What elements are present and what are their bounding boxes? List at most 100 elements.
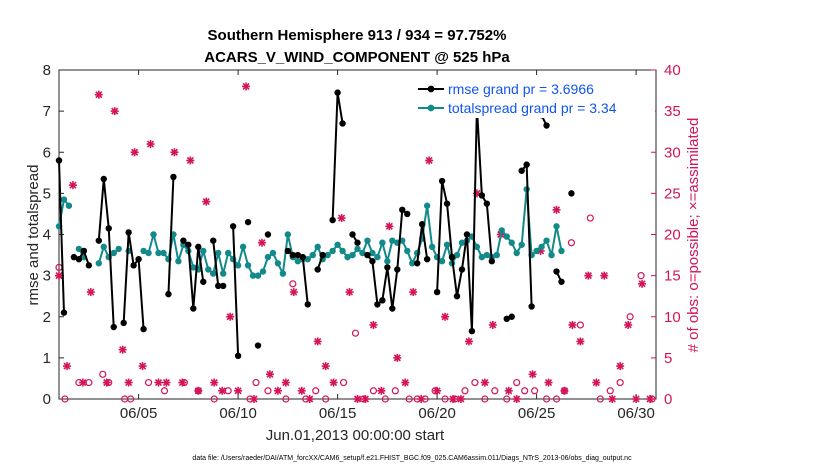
obs-assimilated-marker <box>257 238 266 247</box>
obs-possible-marker <box>481 395 489 403</box>
totalspread-point <box>423 202 431 209</box>
obs-possible-marker <box>567 239 576 247</box>
obs-assimilated-marker <box>646 395 655 403</box>
totalspread-point <box>115 245 122 253</box>
totalspread-point <box>269 249 277 257</box>
rmse-point <box>518 167 525 174</box>
obs-possible-marker <box>471 378 479 387</box>
obs-assimilated-marker <box>369 320 378 329</box>
rmse-point <box>170 173 177 181</box>
y-tick-label: 4 <box>43 227 51 244</box>
rmse-point <box>294 251 301 259</box>
rmse-point <box>264 231 272 238</box>
obs-assimilated-stroke <box>417 395 425 403</box>
rmse-point <box>374 301 381 308</box>
totalspread-point <box>259 268 267 275</box>
totalspread-point <box>438 258 446 265</box>
obs-assimilated-stroke <box>433 387 441 395</box>
obs-assimilated-marker <box>102 378 111 387</box>
obs-possible-marker <box>289 280 297 288</box>
legend-spread-label: totalspread grand pr = 3.34 <box>448 100 617 116</box>
totalspread-point <box>508 239 515 246</box>
rmse-point <box>210 237 217 244</box>
obs-assimilated-marker <box>162 378 171 387</box>
y-tick-label: 7 <box>43 103 51 120</box>
plot-area <box>58 69 657 400</box>
obs-possible-marker <box>61 395 69 403</box>
totalspread-point <box>339 247 346 255</box>
totalspread-point <box>110 249 117 257</box>
obs-possible-marker <box>626 313 634 321</box>
obs-assimilated-stroke <box>544 378 553 387</box>
obs-assimilated-marker <box>417 395 426 403</box>
rmse-point <box>394 266 401 273</box>
obs-assimilated-stroke <box>111 107 119 115</box>
obs-possible-marker <box>252 378 260 387</box>
totalspread-point <box>150 231 157 238</box>
obs-assimilated-stroke <box>449 395 457 403</box>
legend: rmse grand pr = 3.6966 totalspread grand… <box>415 78 655 118</box>
rmse-point <box>543 122 550 129</box>
obs-assimilated-stroke <box>210 378 218 387</box>
totalspread-point <box>483 251 491 259</box>
obs-assimilated-marker <box>329 378 338 387</box>
rmse-point <box>463 231 471 238</box>
obs-possible-marker <box>210 395 218 403</box>
rmse-point <box>70 253 78 261</box>
rmse-point <box>200 278 207 285</box>
obs-assimilated-stroke <box>338 214 346 222</box>
obs-assimilated-stroke <box>55 272 63 280</box>
obs-assimilated-stroke <box>576 337 584 345</box>
x-tick-label: 06/10 <box>219 405 257 422</box>
rmse-point <box>468 327 476 335</box>
obs-assimilated-marker <box>110 107 119 116</box>
totalspread-point <box>224 249 232 257</box>
obs-assimilated-marker <box>234 386 243 395</box>
rmse-point <box>389 305 396 312</box>
obs-possible-marker <box>596 395 604 403</box>
obs-possible-marker <box>99 370 107 378</box>
obs-assimilated-stroke <box>369 321 377 329</box>
rmse-point <box>503 315 510 323</box>
obs-assimilated-stroke <box>162 378 171 387</box>
rmse-point <box>244 218 252 226</box>
rmse-line-segment <box>232 226 240 356</box>
y-right-tick-label: 0 <box>664 391 672 408</box>
y-tick-label: 6 <box>43 144 51 161</box>
obs-assimilated-stroke <box>202 198 210 206</box>
obs-assimilated-marker <box>273 386 282 395</box>
totalspread-point <box>518 241 525 248</box>
obs-assimilated-marker <box>544 378 553 387</box>
totalspread-point <box>140 247 147 255</box>
totalspread-point <box>404 247 411 255</box>
obs-assimilated-stroke <box>250 395 258 403</box>
obs-possible-marker <box>503 395 511 403</box>
obs-assimilated-stroke <box>282 378 290 387</box>
totalspread-point <box>329 247 336 255</box>
obs-assimilated-stroke <box>529 370 537 378</box>
obs-assimilated-stroke <box>353 395 362 403</box>
totalspread-point <box>294 258 301 265</box>
totalspread-point <box>374 253 381 261</box>
rmse-point <box>165 290 172 298</box>
rmse-point <box>95 237 103 244</box>
y-axis-right: 0 5 10 15 20 25 30 35 40 <box>651 62 681 408</box>
totalspread-point <box>279 270 287 277</box>
obs-possible-marker <box>264 387 272 395</box>
y-tick-label: 3 <box>43 268 51 285</box>
totalspread-point <box>548 251 555 259</box>
obs-assimilated-stroke <box>266 370 274 378</box>
totalspread-point <box>359 249 366 257</box>
rmse-point <box>85 262 93 269</box>
obs-assimilated-stroke <box>592 378 600 387</box>
obs-assimilated-stroke <box>154 378 163 387</box>
totalspread-point <box>309 251 316 259</box>
totalspread-point <box>160 249 167 257</box>
rmse-point <box>438 177 446 185</box>
rmse-point <box>404 210 411 218</box>
totalspread-point <box>344 253 351 261</box>
obs-possible-marker <box>616 378 624 387</box>
totalspread-point <box>478 253 486 261</box>
obs-assimilated-stroke <box>345 288 354 296</box>
